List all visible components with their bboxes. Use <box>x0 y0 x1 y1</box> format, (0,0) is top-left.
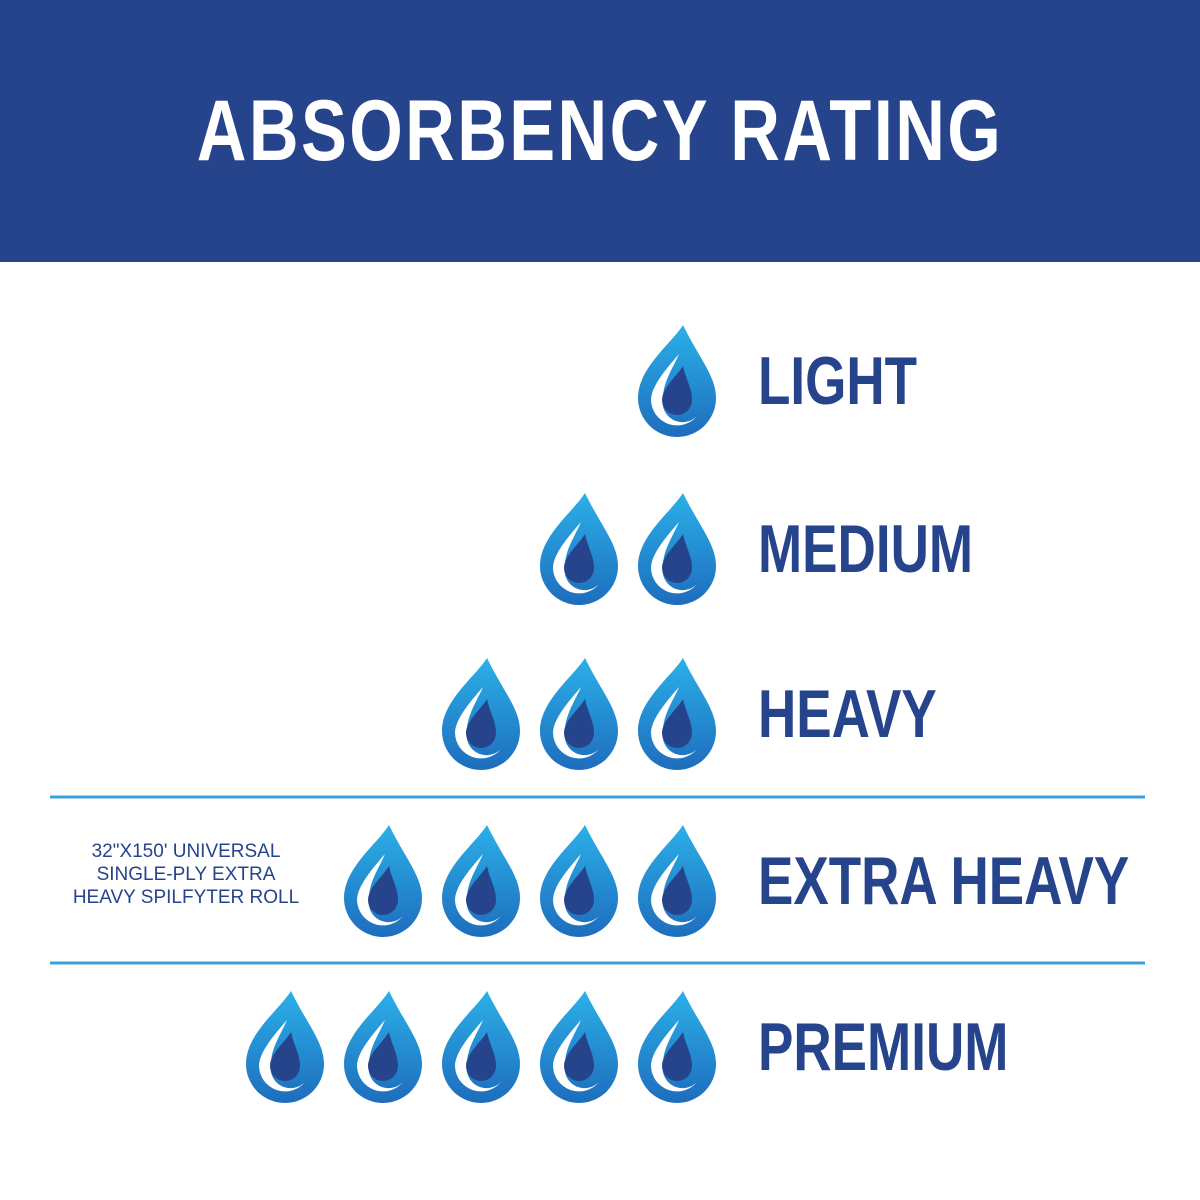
drop-inner <box>662 866 692 915</box>
drop-inner <box>270 1032 300 1081</box>
drop-icon <box>442 658 520 770</box>
levels: LIGHT MEDIUM HEAVY EXTRA HEAVY PREMIUM <box>246 325 1129 1103</box>
level-label: LIGHT <box>758 343 917 419</box>
level-label-group: PREMIUM <box>758 1009 1008 1085</box>
drop-swoosh <box>651 1020 697 1092</box>
drop-swoosh <box>553 522 599 594</box>
drop-icon <box>442 825 520 937</box>
note-line: HEAVY SPILFYTER ROLL <box>73 887 299 908</box>
level-label: PREMIUM <box>758 1009 1008 1085</box>
drop-swoosh <box>651 522 697 594</box>
drop-inner <box>466 1032 496 1081</box>
drop-swoosh <box>357 1020 403 1092</box>
level-label-group: EXTRA HEAVY <box>758 843 1129 919</box>
drop-icon <box>344 825 422 937</box>
drop-icon <box>638 991 716 1103</box>
drop-inner <box>564 699 594 748</box>
drop-swoosh <box>651 854 697 926</box>
drop-swoosh <box>553 1020 599 1092</box>
drop-icon <box>442 991 520 1103</box>
level-label: MEDIUM <box>758 511 973 587</box>
header-title-group: ABSORBENCY RATING <box>197 83 1003 179</box>
drop-swoosh <box>651 354 697 426</box>
drop-icon <box>638 493 716 605</box>
drop-swoosh <box>553 687 599 759</box>
drop-icon <box>638 825 716 937</box>
drop-swoosh <box>455 687 501 759</box>
level-label-group: LIGHT <box>758 343 917 419</box>
drop-swoosh <box>553 854 599 926</box>
drop-icon <box>638 658 716 770</box>
drop-swoosh <box>455 854 501 926</box>
level-label: EXTRA HEAVY <box>758 843 1129 919</box>
drop-swoosh <box>651 687 697 759</box>
drop-icon <box>540 493 618 605</box>
drop-icon <box>540 658 618 770</box>
drop-inner <box>466 699 496 748</box>
level-label-group: MEDIUM <box>758 511 973 587</box>
drop-swoosh <box>455 1020 501 1092</box>
drop-icon <box>638 325 716 437</box>
drop-inner <box>466 866 496 915</box>
header-band <box>0 0 1200 262</box>
drop-inner <box>662 366 692 415</box>
drop-swoosh <box>259 1020 305 1092</box>
level-label-group: HEAVY <box>758 676 937 752</box>
header-title: ABSORBENCY RATING <box>197 83 1003 179</box>
drop-inner <box>662 699 692 748</box>
drop-inner <box>368 1032 398 1081</box>
drop-swoosh <box>357 854 403 926</box>
drop-icon <box>540 991 618 1103</box>
level-label: HEAVY <box>758 676 937 752</box>
drop-icon <box>246 991 324 1103</box>
drop-inner <box>662 1032 692 1081</box>
note-line: SINGLE-PLY EXTRA <box>97 864 276 885</box>
drop-icon <box>344 991 422 1103</box>
drop-inner <box>662 534 692 583</box>
drop-inner <box>564 534 594 583</box>
drop-inner <box>564 1032 594 1081</box>
drop-inner <box>564 866 594 915</box>
drop-inner <box>368 866 398 915</box>
drop-icon <box>540 825 618 937</box>
note-line: 32"X150' UNIVERSAL <box>92 841 281 862</box>
